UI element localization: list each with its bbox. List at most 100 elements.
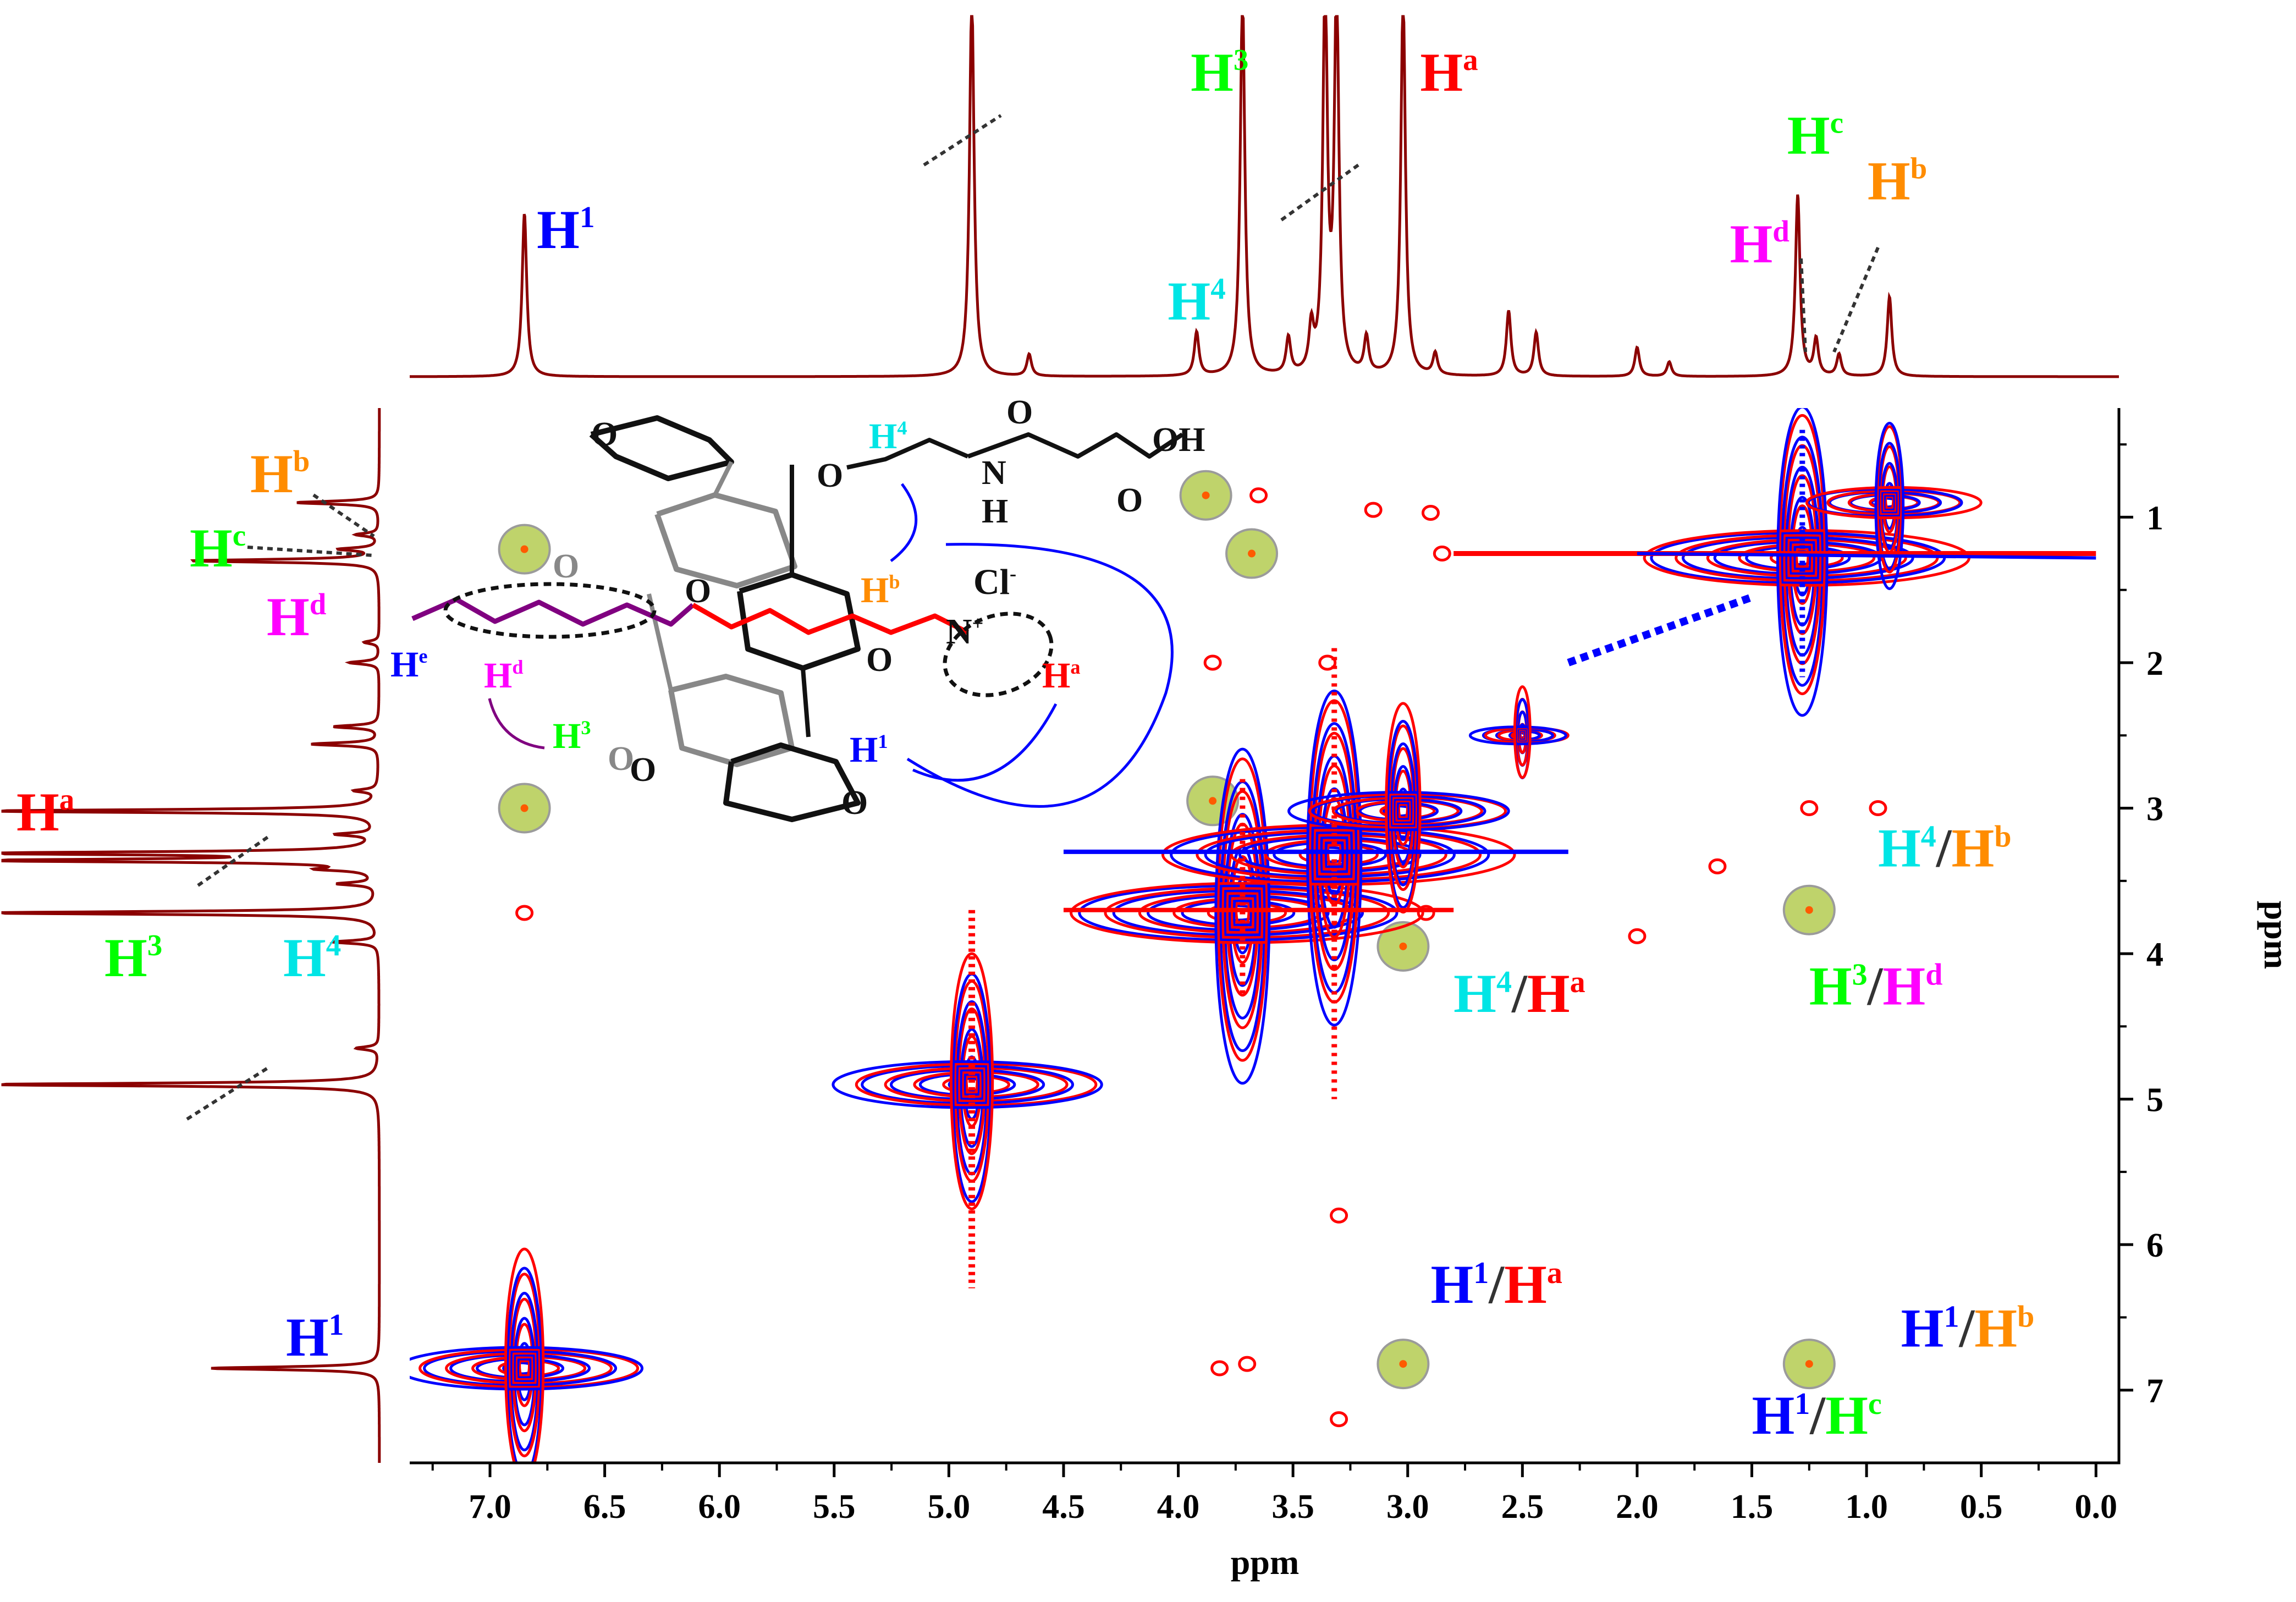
atom-label-o: O bbox=[630, 751, 656, 789]
x-tick-label: 2.0 bbox=[1616, 1488, 1659, 1526]
atom-label-o: O bbox=[817, 457, 843, 494]
contour-ring-h bbox=[1264, 839, 1413, 871]
label-leader bbox=[247, 546, 375, 557]
contour-ring-h bbox=[889, 1069, 1045, 1101]
diagonal-peak bbox=[1643, 408, 1970, 717]
contour-ring-h bbox=[419, 1348, 640, 1389]
contour-ring-h bbox=[1147, 894, 1330, 932]
contour-ring-v bbox=[1394, 769, 1412, 846]
left-1d-spectrum bbox=[1, 408, 381, 1463]
contour-ring-h bbox=[410, 1346, 644, 1391]
contour-ring-h bbox=[1356, 799, 1460, 823]
ring-lower bbox=[668, 674, 795, 767]
top-1d-spectrum bbox=[410, 15, 2119, 378]
cross-peak bbox=[1318, 654, 1337, 671]
y-tick-label: 5 bbox=[2146, 1082, 2163, 1119]
atom-label-o: O bbox=[685, 572, 711, 610]
cross-peak-annotation: H4/Hb bbox=[1878, 817, 2012, 878]
mol-ha-label: Ha bbox=[1042, 656, 1081, 696]
highlight-peak bbox=[1399, 942, 1407, 950]
y-tick-label: 4 bbox=[2146, 936, 2163, 973]
x-tick-label: 7.0 bbox=[469, 1488, 511, 1526]
top-peak-label: H3 bbox=[1191, 42, 1248, 103]
highlight-peak bbox=[520, 804, 528, 812]
y-tick-label: 6 bbox=[2146, 1227, 2163, 1264]
contour-ring-v bbox=[959, 1028, 984, 1148]
contour-ring-h bbox=[1204, 831, 1456, 878]
diagonal-peak bbox=[1468, 685, 1570, 779]
bridge bbox=[713, 461, 734, 496]
x-axis-label: ppm bbox=[1231, 1543, 1300, 1582]
highlight-peak bbox=[520, 545, 528, 553]
atom-label-o: O bbox=[841, 784, 868, 822]
cross-peak bbox=[1330, 1411, 1348, 1428]
highlight-peak bbox=[1805, 906, 1813, 914]
contour-ring-v bbox=[506, 1267, 543, 1463]
ring-left-upper bbox=[654, 492, 797, 588]
contour-ring-v bbox=[1395, 788, 1411, 841]
cross-peak-annotation: H4/Ha bbox=[1453, 963, 1585, 1024]
cross-peak bbox=[515, 905, 534, 921]
mol-hb-label: Hb bbox=[861, 570, 900, 610]
contour-ring-v bbox=[511, 1297, 538, 1433]
contour-ring-h bbox=[1273, 841, 1387, 868]
highlight-peak bbox=[1399, 1360, 1407, 1368]
cross-peak bbox=[1628, 928, 1647, 944]
y-tick-label: 2 bbox=[2146, 645, 2163, 682]
atom-label-h: H bbox=[982, 493, 1008, 530]
contour-ring-h bbox=[913, 1071, 1039, 1099]
contour-ring-h bbox=[1238, 836, 1422, 873]
contour-ring-h bbox=[471, 1356, 587, 1381]
contour-ring-v bbox=[1392, 765, 1414, 864]
cross-peak bbox=[1210, 1360, 1229, 1377]
left-peak-label: Hc bbox=[190, 518, 246, 579]
x-tick-label: 5.0 bbox=[928, 1488, 971, 1526]
left-peak-label: Ha bbox=[16, 781, 74, 843]
top-peak-label: Ha bbox=[1420, 42, 1478, 103]
x-tick-label: 1.5 bbox=[1731, 1488, 1774, 1526]
diagonal-peak bbox=[1805, 421, 1983, 590]
contour-ring-h bbox=[1287, 791, 1510, 832]
bridge bbox=[647, 593, 684, 748]
label-leader bbox=[312, 493, 375, 538]
left-peak-label: Hd bbox=[267, 586, 326, 647]
contour-ring-h bbox=[855, 1062, 1098, 1107]
contour-ring-h bbox=[1745, 545, 1851, 571]
top-peak-label: Hd bbox=[1730, 213, 1790, 274]
contour-ring-v bbox=[504, 1247, 545, 1463]
contour-ring-h bbox=[861, 1064, 1074, 1105]
contour-ring-h bbox=[1335, 797, 1463, 824]
contour-ring-h bbox=[423, 1350, 618, 1387]
x-tick-label: 3.5 bbox=[1271, 1488, 1314, 1526]
linker-chain bbox=[691, 603, 970, 635]
x-tick-label: 0.0 bbox=[2075, 1488, 2118, 1526]
break-mark bbox=[1280, 163, 1359, 222]
x-tick-label: 2.5 bbox=[1501, 1488, 1544, 1526]
contour-ring-h bbox=[498, 1359, 560, 1378]
contour-ring-h bbox=[1170, 826, 1490, 884]
contour-ring-h bbox=[884, 1066, 1069, 1103]
ring-bottom bbox=[723, 742, 861, 822]
left-spectrum-trace bbox=[1, 408, 381, 1463]
contour-ring-h bbox=[1196, 828, 1482, 881]
atom-label-o: O bbox=[591, 416, 618, 453]
y-axis-label: ppm bbox=[2257, 901, 2296, 970]
contour-ring-h bbox=[1828, 491, 1942, 515]
contour-ring-h bbox=[1331, 796, 1483, 827]
contour-ring-h bbox=[1311, 794, 1486, 828]
cross-peak bbox=[1203, 654, 1222, 671]
contour-ring-v bbox=[1214, 747, 1271, 1085]
contour-ring-h bbox=[1738, 543, 1876, 573]
contour-ring-h bbox=[942, 1075, 1010, 1094]
break-mark bbox=[197, 834, 271, 887]
nOe-arrow bbox=[906, 543, 1174, 808]
contour-ring-v bbox=[516, 1342, 533, 1401]
contour-ring-v bbox=[957, 1007, 987, 1155]
break-mark bbox=[186, 1065, 271, 1121]
contour-ring-h bbox=[1308, 792, 1507, 830]
contour-peaks bbox=[410, 408, 2096, 1463]
left-peak-label: H3 bbox=[104, 927, 162, 988]
contour-ring-h bbox=[1070, 882, 1424, 944]
cross-peak bbox=[1364, 502, 1383, 518]
